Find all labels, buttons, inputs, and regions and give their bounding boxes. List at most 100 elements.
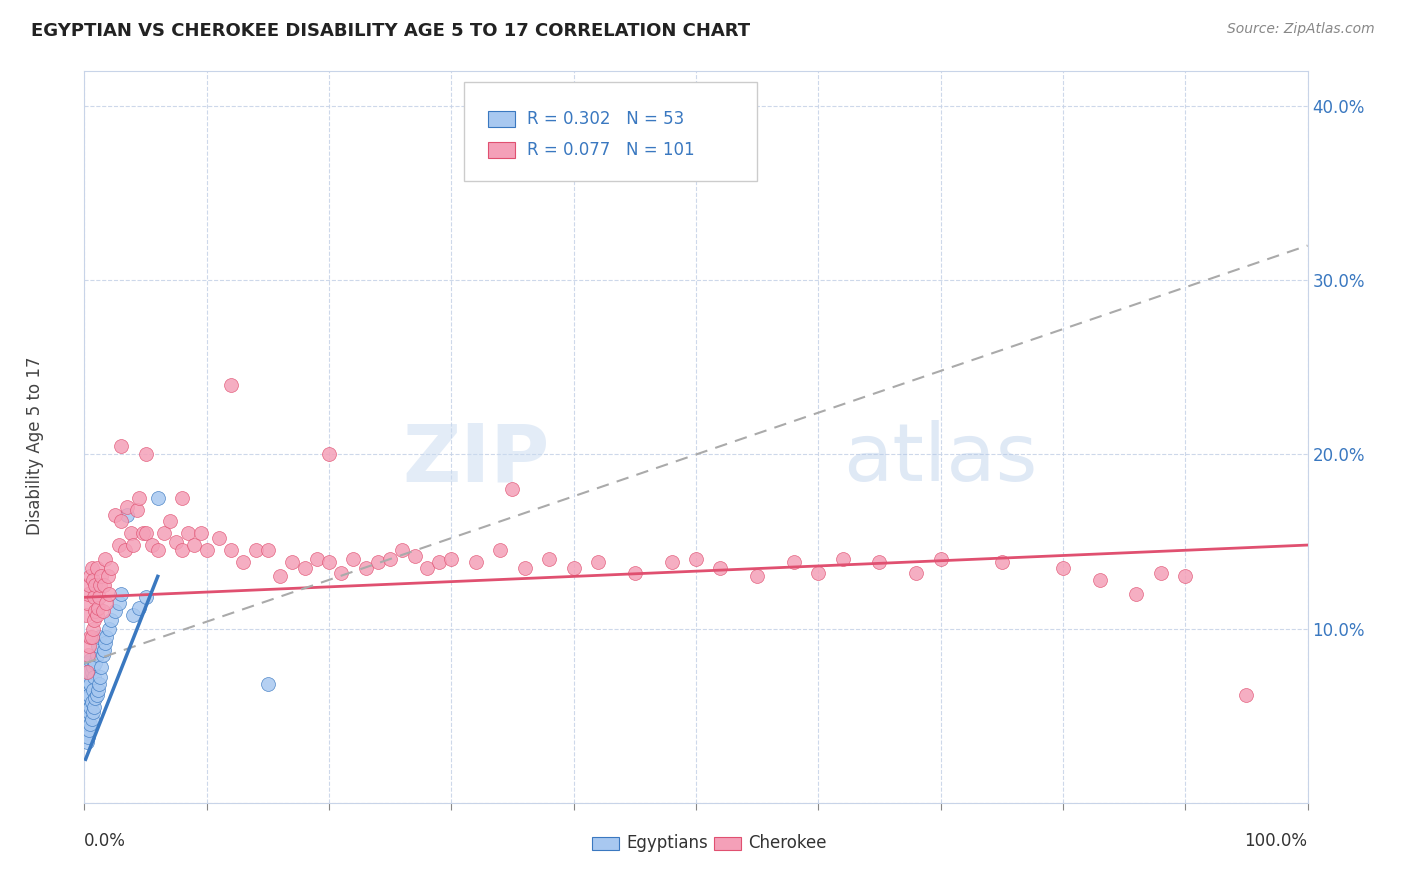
Point bbox=[141, 538, 163, 552]
Text: Disability Age 5 to 17: Disability Age 5 to 17 bbox=[27, 357, 44, 535]
Point bbox=[107, 538, 129, 552]
Point bbox=[269, 569, 291, 583]
Point bbox=[153, 525, 176, 540]
Point bbox=[257, 677, 280, 691]
Point bbox=[82, 705, 104, 719]
Point bbox=[502, 483, 524, 497]
Point bbox=[89, 670, 111, 684]
Point bbox=[100, 560, 122, 574]
Point bbox=[90, 569, 112, 583]
Point bbox=[77, 673, 100, 688]
Point bbox=[104, 604, 127, 618]
Point bbox=[83, 591, 105, 605]
Point bbox=[84, 578, 107, 592]
Point bbox=[281, 556, 304, 570]
Point bbox=[86, 688, 108, 702]
Point bbox=[76, 700, 98, 714]
Point bbox=[82, 573, 104, 587]
Point bbox=[77, 712, 100, 726]
Point bbox=[330, 566, 353, 580]
Point bbox=[404, 549, 426, 563]
Point bbox=[380, 552, 402, 566]
Point bbox=[77, 688, 100, 702]
Point bbox=[86, 560, 108, 574]
Point bbox=[172, 543, 194, 558]
Point bbox=[586, 556, 609, 570]
Point bbox=[100, 613, 122, 627]
Point bbox=[76, 735, 98, 749]
Text: atlas: atlas bbox=[842, 420, 1038, 498]
Point bbox=[91, 604, 114, 618]
Point bbox=[104, 508, 127, 523]
FancyBboxPatch shape bbox=[464, 82, 758, 181]
Point bbox=[831, 552, 853, 566]
Point bbox=[747, 569, 769, 583]
Point bbox=[110, 439, 132, 453]
Point bbox=[82, 660, 104, 674]
Point bbox=[79, 700, 101, 714]
Text: ZIP: ZIP bbox=[402, 420, 550, 498]
Bar bbox=[592, 838, 619, 850]
Point bbox=[562, 560, 585, 574]
Point bbox=[183, 538, 205, 552]
Point bbox=[245, 543, 267, 558]
Point bbox=[122, 607, 145, 622]
Point bbox=[624, 566, 647, 580]
Text: Source: ZipAtlas.com: Source: ZipAtlas.com bbox=[1227, 22, 1375, 37]
Point bbox=[464, 556, 486, 570]
Point bbox=[489, 543, 512, 558]
Point bbox=[77, 723, 100, 737]
Point bbox=[1088, 573, 1111, 587]
Point bbox=[110, 514, 132, 528]
Point bbox=[76, 595, 98, 609]
Point bbox=[257, 543, 280, 558]
Point bbox=[219, 377, 242, 392]
Point bbox=[80, 560, 103, 574]
Point bbox=[177, 525, 200, 540]
Point bbox=[97, 569, 120, 583]
Text: 0.0%: 0.0% bbox=[84, 832, 127, 850]
Point bbox=[82, 622, 104, 636]
Point bbox=[76, 717, 98, 731]
Point bbox=[75, 700, 97, 714]
Text: Cherokee: Cherokee bbox=[748, 834, 827, 852]
Point bbox=[80, 665, 103, 680]
Point bbox=[91, 648, 114, 662]
Bar bbox=[488, 142, 515, 158]
Point bbox=[80, 631, 103, 645]
Point bbox=[159, 514, 181, 528]
Point bbox=[440, 552, 463, 566]
Point bbox=[929, 552, 952, 566]
Point bbox=[83, 670, 105, 684]
Point bbox=[87, 631, 110, 645]
Point bbox=[391, 543, 413, 558]
Point bbox=[1174, 569, 1197, 583]
Point bbox=[86, 648, 108, 662]
Point bbox=[94, 635, 117, 649]
Point bbox=[79, 653, 101, 667]
Text: R = 0.302   N = 53: R = 0.302 N = 53 bbox=[527, 110, 685, 128]
Point bbox=[77, 691, 100, 706]
Text: Egyptians: Egyptians bbox=[626, 834, 709, 852]
Point bbox=[79, 677, 101, 691]
Point bbox=[869, 556, 891, 570]
Point bbox=[87, 600, 110, 615]
Point bbox=[1236, 688, 1258, 702]
Point bbox=[84, 691, 107, 706]
Point bbox=[427, 556, 450, 570]
Point bbox=[135, 448, 157, 462]
Point bbox=[709, 560, 731, 574]
Point bbox=[77, 578, 100, 592]
Point bbox=[1125, 587, 1147, 601]
Point bbox=[905, 566, 928, 580]
Point bbox=[75, 607, 97, 622]
Point bbox=[84, 604, 107, 618]
Point bbox=[90, 660, 112, 674]
Point bbox=[79, 631, 101, 645]
Point bbox=[354, 560, 377, 574]
Point bbox=[122, 538, 145, 552]
Point bbox=[87, 639, 110, 653]
Point bbox=[991, 556, 1014, 570]
Point bbox=[93, 642, 115, 657]
Point bbox=[87, 591, 110, 605]
